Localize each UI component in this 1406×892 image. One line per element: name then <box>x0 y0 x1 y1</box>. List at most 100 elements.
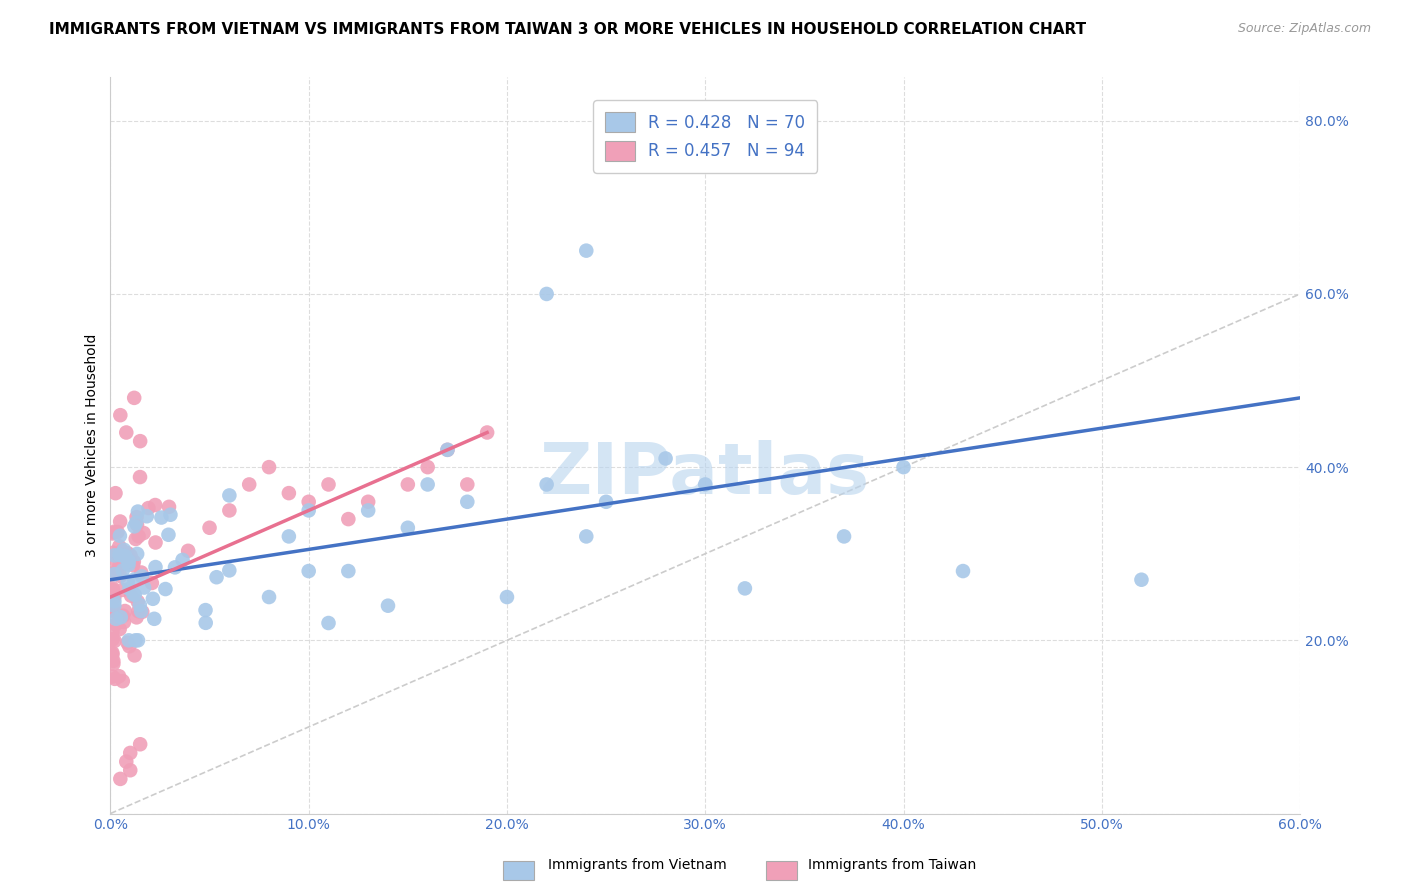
Point <box>277 486 299 500</box>
Point <box>108 515 131 529</box>
Point <box>695 477 717 491</box>
Point <box>124 633 146 648</box>
Legend: R = 0.428   N = 70, R = 0.457   N = 94: R = 0.428 N = 70, R = 0.457 N = 94 <box>593 101 817 173</box>
Point <box>396 477 419 491</box>
Point <box>129 604 152 618</box>
Point <box>127 594 149 608</box>
Point <box>112 542 135 557</box>
Point <box>115 755 138 769</box>
Point <box>117 558 139 572</box>
Point <box>163 560 186 574</box>
Point <box>318 615 340 630</box>
Point <box>127 505 149 519</box>
Point <box>357 503 380 517</box>
Point <box>122 391 145 405</box>
Point <box>120 746 142 760</box>
Point <box>101 625 124 640</box>
Y-axis label: 3 or more Vehicles in Household: 3 or more Vehicles in Household <box>86 334 100 558</box>
Point <box>114 549 136 564</box>
Point <box>595 495 617 509</box>
Point <box>104 672 127 686</box>
Point <box>101 632 124 646</box>
Point <box>138 501 160 516</box>
Point <box>101 582 124 597</box>
Point <box>127 547 149 561</box>
Point <box>122 573 145 587</box>
Point <box>218 488 240 502</box>
Text: Immigrants from Vietnam: Immigrants from Vietnam <box>548 858 727 872</box>
Point <box>110 772 132 786</box>
Point <box>103 546 125 560</box>
Point <box>105 612 128 626</box>
Point <box>159 508 181 522</box>
Point <box>143 498 166 512</box>
Point <box>194 615 217 630</box>
Point <box>1130 573 1153 587</box>
Point <box>104 617 127 632</box>
Point <box>575 529 598 543</box>
Point <box>111 674 134 689</box>
Point <box>145 560 167 574</box>
Point <box>103 633 125 648</box>
Point <box>134 581 156 595</box>
Point <box>155 582 177 596</box>
Point <box>436 442 458 457</box>
Point <box>135 509 157 524</box>
Point <box>127 633 149 648</box>
Point <box>124 648 146 663</box>
Point <box>496 590 519 604</box>
Point <box>129 566 152 580</box>
Point <box>132 526 155 541</box>
Text: ZIPatlas: ZIPatlas <box>540 441 870 509</box>
Point <box>337 512 360 526</box>
Point <box>120 549 142 563</box>
Point <box>277 529 299 543</box>
Point <box>103 591 125 605</box>
Point <box>952 564 974 578</box>
Point <box>108 669 131 683</box>
Point <box>150 510 173 524</box>
Point <box>124 519 146 533</box>
Point <box>101 566 124 581</box>
Point <box>111 543 134 558</box>
Point <box>120 763 142 777</box>
Point <box>157 528 180 542</box>
Point <box>129 434 152 449</box>
Text: IMMIGRANTS FROM VIETNAM VS IMMIGRANTS FROM TAIWAN 3 OR MORE VEHICLES IN HOUSEHOL: IMMIGRANTS FROM VIETNAM VS IMMIGRANTS FR… <box>49 22 1087 37</box>
Point <box>101 669 124 683</box>
Point <box>198 521 221 535</box>
Point <box>108 529 131 543</box>
Point <box>172 553 194 567</box>
Point <box>205 570 228 584</box>
Point <box>357 495 380 509</box>
Point <box>298 495 321 509</box>
Point <box>734 582 756 596</box>
Point <box>101 646 124 660</box>
Point <box>396 521 419 535</box>
Point <box>105 555 128 569</box>
Point <box>101 632 124 647</box>
Point <box>103 567 125 582</box>
Point <box>377 599 399 613</box>
Point <box>257 590 280 604</box>
Point <box>108 622 131 636</box>
Point <box>103 590 125 604</box>
Point <box>337 564 360 578</box>
Point <box>145 535 167 549</box>
Point <box>654 451 676 466</box>
Point <box>143 612 166 626</box>
Point <box>218 563 240 577</box>
Point <box>536 477 558 491</box>
Point <box>131 605 153 619</box>
Point <box>107 524 129 539</box>
Point <box>124 588 146 602</box>
Point <box>118 554 141 568</box>
Point <box>475 425 498 440</box>
Point <box>108 540 131 554</box>
Point <box>114 557 136 571</box>
Point <box>112 615 135 629</box>
Point <box>127 604 149 618</box>
Point <box>112 608 135 623</box>
Point <box>101 648 124 662</box>
Point <box>298 503 321 517</box>
